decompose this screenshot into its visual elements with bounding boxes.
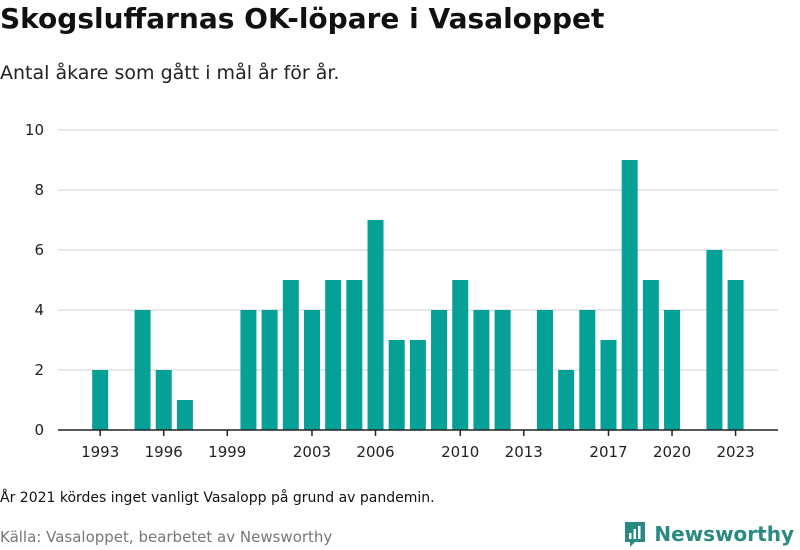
x-tick-label: 1996 <box>145 443 183 461</box>
bar-2014 <box>536 310 553 430</box>
bar-2006 <box>367 220 384 430</box>
bar-2016 <box>579 310 596 430</box>
bar-2019 <box>642 280 659 430</box>
bar-2012 <box>494 310 511 430</box>
chart-title: Skogsluffarnas OK-löpare i Vasaloppet <box>0 2 605 35</box>
bar-2008 <box>409 340 426 430</box>
bar-2011 <box>473 310 490 430</box>
y-tick-label: 10 <box>25 121 44 139</box>
bar-1997 <box>176 400 193 430</box>
y-tick-label: 6 <box>34 241 44 259</box>
bar-1995 <box>134 310 151 430</box>
x-tick-label: 2003 <box>293 443 331 461</box>
x-tick-label: 1993 <box>81 443 119 461</box>
bar-1993 <box>92 370 109 430</box>
bar-2015 <box>558 370 575 430</box>
x-tick-label: 2023 <box>716 443 754 461</box>
axes: 0 2 4 6 8 10 1993 1996 1999 2003 2006 2010 2013 2017 2… <box>25 121 778 461</box>
bar-2010 <box>452 280 469 430</box>
bar-2005 <box>346 280 363 430</box>
bar-2003 <box>303 310 320 430</box>
y-tick-label: 4 <box>34 301 44 319</box>
bar-2001 <box>261 310 278 430</box>
bar-2007 <box>388 340 405 430</box>
y-tick-label: 2 <box>34 361 44 379</box>
bar-2022 <box>706 250 723 430</box>
chart-subtitle: Antal åkare som gått i mål år för år. <box>0 62 340 84</box>
x-tick-label: 1999 <box>208 443 246 461</box>
bar-chart-icon <box>625 522 646 547</box>
x-tick-label: 2010 <box>441 443 479 461</box>
x-tick-label: 2017 <box>589 443 627 461</box>
newsworthy-logo[interactable]: Newsworthy <box>623 518 794 550</box>
bar-2023 <box>727 280 744 430</box>
bar-2018 <box>621 160 638 430</box>
bar-2004 <box>325 280 342 430</box>
y-tick-label: 8 <box>34 181 44 199</box>
x-tick-label: 2006 <box>356 443 394 461</box>
bar-2002 <box>282 280 299 430</box>
x-tick-label: 2013 <box>505 443 543 461</box>
y-tick-label: 0 <box>34 421 44 439</box>
bar-2020 <box>664 310 681 430</box>
bar-chart: 0 2 4 6 8 10 1993 1996 1999 2003 2006 2010 2013 2017 2… <box>25 121 778 461</box>
x-tick-label: 2020 <box>653 443 691 461</box>
bar-2000 <box>240 310 257 430</box>
source-credit: Källa: Vasaloppet, bearbetet av Newswort… <box>0 528 333 546</box>
bar-2017 <box>600 340 617 430</box>
brand-name: Newsworthy <box>654 522 794 546</box>
bar-2009 <box>431 310 448 430</box>
bar-1996 <box>155 370 172 430</box>
bars <box>92 160 744 430</box>
footnote: År 2021 kördes inget vanligt Vasalopp på… <box>0 490 435 506</box>
